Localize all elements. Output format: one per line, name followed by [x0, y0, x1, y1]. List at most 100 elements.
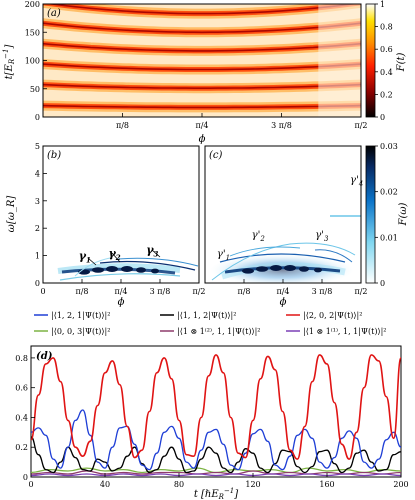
- xtick-label: π/8: [237, 287, 250, 296]
- ytick-label: 0.8: [15, 354, 28, 363]
- cb-tick-label: 0.01: [380, 233, 398, 242]
- xtick-label: 200: [393, 480, 408, 489]
- arrow-gamma1: [87, 257, 97, 266]
- panel-d-xlabel: t [ℏER−1]: [194, 487, 238, 500]
- series-line: [30, 473, 402, 477]
- cb-tick-label: 0.02: [380, 188, 398, 197]
- panel-a-ylabel: t[ER−1]: [2, 45, 16, 80]
- edge-fade: [318, 4, 361, 117]
- cb-tick-label: 0: [380, 113, 385, 122]
- xtick-label: 0: [40, 287, 45, 296]
- xtick-label: π/8: [116, 121, 129, 130]
- xtick-label: π/2: [192, 287, 205, 296]
- legend-label: |⟨1 ⊗ 1⁽¹⁾, 1, 1|Ψ(t)⟩|²: [303, 327, 386, 336]
- band-ridge: [43, 63, 361, 71]
- ytick-label: 150: [25, 28, 40, 37]
- panel-a-bands: [43, 4, 361, 117]
- xtick-label: 0: [28, 480, 33, 489]
- gamma-annotation: γ'3: [315, 230, 329, 243]
- ytick-label: 0.4: [15, 413, 28, 422]
- xtick-label: 160: [319, 480, 334, 489]
- gamma-annotation: γ3: [146, 244, 158, 259]
- band-ridge: [46, 4, 358, 15]
- panel-d-legend: |⟨1, 2, 1|Ψ(t)⟩|² |⟨1, 1, 2|Ψ(t)⟩|² |⟨2, 0…: [34, 311, 386, 336]
- colorbar-a-label: F(t): [396, 53, 407, 73]
- ytick-label: 0: [35, 279, 40, 288]
- colorbar-c: [365, 145, 376, 284]
- series-line: [30, 409, 402, 471]
- colorbar-a: [365, 3, 376, 118]
- gamma-annotation: γ'4: [350, 175, 363, 188]
- band-ridge: [43, 42, 361, 52]
- ytick-label: 4: [35, 169, 40, 178]
- panel-b-label: (b): [47, 150, 61, 161]
- gamma-annotation: γ1: [79, 250, 91, 265]
- cb-tick-label: 0.8: [380, 23, 393, 32]
- ytick-label: 3: [35, 197, 40, 206]
- panel-b-ylabel: ω[ω_R]: [6, 196, 17, 233]
- panel-d-label: (d): [36, 351, 53, 362]
- cb-tick-label: 0: [380, 279, 385, 288]
- xtick-label: 3 π/8: [271, 121, 292, 130]
- legend-label: |⟨1, 2, 1|Ψ(t)⟩|²: [51, 311, 110, 320]
- panel-d-frame: [30, 345, 402, 478]
- arrow-gamma2: [111, 252, 121, 263]
- legend-label: |⟨0, 0, 3|Ψ(t)⟩|²: [51, 327, 110, 336]
- xtick-label: π/8: [75, 287, 88, 296]
- ytick-label: 5: [35, 142, 40, 151]
- panel-d-ticks: 0 0.2 0.4 0.6 0.8 0 40 80 120 160 200: [15, 354, 408, 489]
- xtick-label: π/2: [354, 287, 367, 296]
- panel-a-label: (a): [47, 8, 61, 19]
- legend-label: |⟨2, 0, 2|Ψ(t)⟩|²: [303, 311, 362, 320]
- series-line: [30, 354, 402, 460]
- xtick-label: 120: [245, 480, 260, 489]
- panel-b-heatmap: [43, 146, 199, 283]
- xtick-label: π/4: [114, 287, 127, 296]
- ytick-label: 2: [35, 224, 40, 233]
- cb-tick-label: 0.4: [380, 68, 393, 77]
- xtick-label: π/2: [354, 121, 367, 130]
- panel-c-label: (c): [209, 150, 223, 161]
- ytick-label: 1: [35, 252, 40, 261]
- ytick-label: 0: [23, 473, 28, 482]
- panel-c-ticks: π/8 π/4 3 π/8 π/2: [237, 279, 368, 296]
- panel-c-xlabel: ϕ: [280, 297, 287, 308]
- panel-a-heatmap: [43, 4, 361, 117]
- xtick-label: 80: [174, 480, 184, 489]
- ytick-label: 100: [25, 57, 40, 66]
- panel-d-lines: [30, 354, 402, 477]
- cb-tick-label: 0.03: [380, 142, 398, 151]
- series-line: [30, 436, 402, 474]
- panel-a-xlabel: ϕ: [199, 134, 206, 145]
- colorbar-a-ticks: 0 0.2 0.4 0.6 0.8 1: [375, 0, 393, 122]
- gamma-annotation: γ'2: [252, 230, 266, 243]
- colorbar-c-label: F(ω): [398, 202, 409, 226]
- xtick-label: π/4: [276, 287, 289, 296]
- cb-tick-label: 1: [380, 0, 385, 9]
- xtick-label: 3 π/8: [312, 287, 333, 296]
- panel-c-heatmap: [205, 146, 361, 283]
- panel-c-annotations: γ'1 γ'2 γ'3 γ'4: [217, 175, 363, 262]
- ytick-label: 0: [35, 113, 40, 122]
- cb-tick-label: 0.6: [380, 45, 393, 54]
- xtick-label: π/4: [195, 121, 208, 130]
- ytick-label: 0.2: [15, 443, 28, 452]
- band-ridge: [43, 22, 361, 34]
- legend-label: |⟨1 ⊗ 1⁽²⁾, 1, 1|Ψ(t)⟩|²: [177, 327, 260, 336]
- band-ridge: [43, 104, 361, 109]
- xtick-label: 40: [100, 480, 110, 489]
- legend-label: |⟨1, 1, 2|Ψ(t)⟩|²: [177, 311, 236, 320]
- xtick-label: 3 π/8: [150, 287, 171, 296]
- band-ridge: [43, 83, 361, 89]
- colorbar-c-ticks: 0 0.01 0.02 0.03: [375, 142, 398, 288]
- cb-tick-label: 0.2: [380, 90, 393, 99]
- ytick-label: 200: [25, 0, 40, 9]
- ytick-label: 50: [30, 85, 40, 94]
- panel-b-xlabel: ϕ: [118, 297, 125, 308]
- panel-b-ticks: 0 1 2 3 4 5 0 π/8 π/4 3 π/8 π/2: [35, 142, 206, 296]
- arrow-gamma3: [151, 249, 161, 258]
- panel-a-ticks: 0 50 100 150 200 π/8 π/4 3 π/8 π/2: [25, 0, 368, 130]
- ytick-label: 0.6: [15, 384, 28, 393]
- gamma-annotation: γ'1: [217, 249, 230, 262]
